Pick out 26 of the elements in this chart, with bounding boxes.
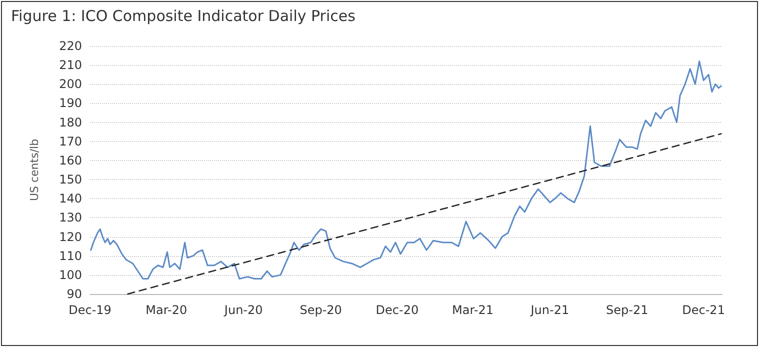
x-tick-label: Dec-20 [376,303,419,317]
y-tick-label: 160 [59,153,82,168]
x-tick-label: Dec-21 [682,303,725,317]
y-tick-label: 120 [59,230,82,244]
y-tick-label: 150 [59,172,82,187]
y-tick-label: 130 [59,210,82,225]
y-tick-label: 100 [59,268,82,282]
x-tick-label: Mar-21 [452,303,494,317]
y-tick-label: 110 [59,248,82,263]
chart-title: Figure 1: ICO Composite Indicator Daily Prices [11,7,356,25]
y-tick-label: 200 [59,77,82,92]
y-tick-label: 90 [66,287,82,301]
x-tick-label: Sep-21 [606,303,648,317]
x-tick-label: Mar-20 [146,303,188,317]
x-tick-label: Jun-21 [530,303,570,317]
x-tick-label: Sep-20 [300,303,342,317]
y-axis-title: US cents/lb [28,138,41,202]
x-tick-label: Jun-20 [223,303,263,317]
y-tick-label: 170 [59,134,82,148]
x-tick-label: Dec-19 [68,303,112,317]
y-tick-label: 190 [59,96,82,110]
y-tick-label: 140 [59,192,82,206]
y-tick-label: 210 [59,58,82,72]
y-tick-label: 180 [59,115,82,130]
line-series [90,60,722,280]
y-tick-label: 220 [59,39,82,53]
